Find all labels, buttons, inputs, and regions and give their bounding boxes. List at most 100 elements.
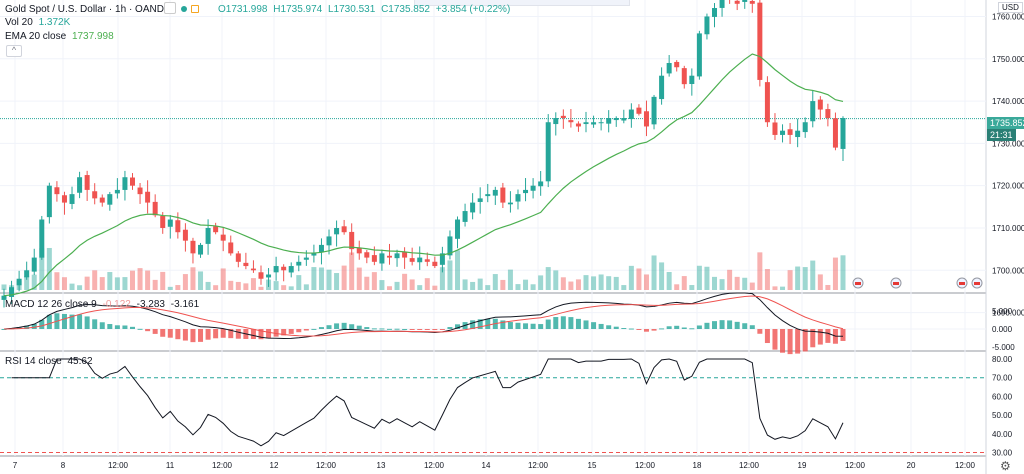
volume-bar	[538, 275, 544, 290]
volume-bar	[122, 277, 128, 290]
volume-bar	[719, 279, 725, 290]
symbol-title[interactable]: Gold Spot / U.S. Dollar · 1h · OANDA	[5, 4, 171, 15]
chart-checkbox[interactable]	[164, 2, 176, 14]
volume-bar	[780, 286, 786, 290]
candle-body	[840, 118, 846, 149]
macd-histogram-bar	[409, 329, 415, 330]
volume-bar	[1, 284, 7, 290]
time-tick-label: 12	[270, 461, 279, 470]
event-flag-stripe	[855, 282, 861, 285]
ohlc-legend: O1731.998 H1735.974 L1730.531 C1735.852 …	[218, 4, 513, 15]
rsi-line	[11, 358, 844, 447]
candle-body	[591, 122, 597, 125]
macd-legend[interactable]: MACD 12 26 close 9 -0.122 -3.283 -3.161	[5, 299, 202, 310]
macd-histogram-bar	[712, 321, 718, 329]
ema-legend[interactable]: EMA 20 close 1737.998	[5, 31, 117, 42]
macd-histogram-bar	[802, 329, 808, 352]
alert-icon[interactable]	[191, 5, 199, 13]
time-tick-label: 8	[61, 461, 66, 470]
candle-body	[568, 120, 574, 123]
macd-value-2: -3.283	[136, 299, 165, 310]
candle-body	[742, 0, 748, 2]
macd-histogram-bar	[386, 328, 392, 330]
macd-histogram-bar	[364, 327, 370, 329]
volume-bar	[606, 276, 612, 290]
top-toolbar-strip[interactable]	[414, 0, 630, 6]
ema-label: EMA 20 close	[5, 31, 67, 42]
symbol-legend: Gold Spot / U.S. Dollar · 1h · OANDA	[5, 4, 174, 15]
candle-body	[190, 240, 196, 254]
rsi-legend[interactable]: RSI 14 close 45.62	[5, 356, 96, 367]
macd-histogram-bar	[606, 325, 612, 329]
macd-histogram-bar	[432, 329, 438, 331]
macd-histogram-bar	[417, 329, 423, 330]
macd-histogram-bar	[394, 328, 400, 330]
macd-histogram-bar	[318, 327, 324, 329]
macd-histogram-bar	[613, 326, 619, 329]
macd-histogram-bar	[689, 328, 695, 330]
candle-body	[507, 202, 513, 205]
volume-bar	[107, 272, 113, 290]
candle-body	[281, 266, 287, 271]
volume-bar	[266, 279, 272, 290]
candle-body	[628, 109, 634, 119]
candle-body	[780, 130, 786, 135]
volume-bar	[795, 266, 801, 290]
candle-body	[666, 63, 672, 74]
time-tick-label: 13	[377, 461, 386, 470]
volume-bar	[9, 285, 15, 290]
time-tick-label: 12:00	[635, 461, 656, 470]
volume-bar	[470, 281, 476, 290]
volume-bar	[674, 284, 680, 290]
time-tick-label: 12:00	[316, 461, 337, 470]
candle-body	[182, 229, 188, 241]
volume-legend[interactable]: Vol 20 1.372K	[5, 17, 73, 28]
candle-body	[394, 253, 400, 259]
candle-body	[356, 247, 362, 254]
macd-histogram-bar	[523, 323, 529, 329]
volume-bar	[734, 276, 740, 290]
candle-body	[424, 259, 430, 262]
volume-bar	[825, 284, 831, 290]
macd-histogram-bar	[780, 329, 786, 353]
macd-histogram-bar	[795, 329, 801, 354]
volume-bar	[145, 270, 151, 290]
macd-histogram-bar	[825, 329, 831, 343]
price-tick-label: 1750.000	[992, 55, 1024, 64]
macd-histogram-bar	[470, 320, 476, 329]
candle-body	[500, 187, 506, 203]
candle-body	[560, 115, 566, 118]
candle-body	[334, 227, 340, 235]
collapse-legend-button[interactable]: ^	[6, 45, 22, 57]
macd-histogram-bar	[213, 329, 219, 339]
volume-bar	[689, 285, 695, 290]
price-tick-label: 1720.000	[992, 182, 1024, 191]
rsi-tick-label: 60.00	[992, 392, 1013, 401]
macd-histogram-bar	[24, 325, 30, 329]
currency-label[interactable]: USD	[998, 2, 1023, 13]
price-tick-label: 1710.000	[992, 224, 1024, 233]
macd-histogram-bar	[288, 329, 294, 334]
volume-bar	[598, 274, 604, 290]
candle-body	[409, 258, 415, 262]
volume-bar	[560, 277, 566, 290]
macd-histogram-bar	[205, 329, 211, 340]
macd-histogram-bar	[160, 329, 166, 337]
macd-histogram-bar	[704, 322, 710, 329]
settings-gear-icon[interactable]: ⚙	[1000, 459, 1011, 473]
macd-label: MACD 12 26 close 9	[5, 299, 97, 310]
macd-histogram-bar	[46, 314, 52, 329]
candle-body	[288, 266, 294, 273]
volume-bar	[371, 272, 377, 290]
volume-bar	[129, 270, 135, 290]
candle-body	[99, 197, 105, 203]
volume-bar	[167, 286, 173, 290]
volume-bar	[712, 276, 718, 290]
candle-body	[137, 187, 143, 195]
candle-body	[689, 75, 695, 84]
candle-body	[379, 253, 385, 264]
volume-bar	[417, 285, 423, 290]
volume-bar	[817, 274, 823, 290]
